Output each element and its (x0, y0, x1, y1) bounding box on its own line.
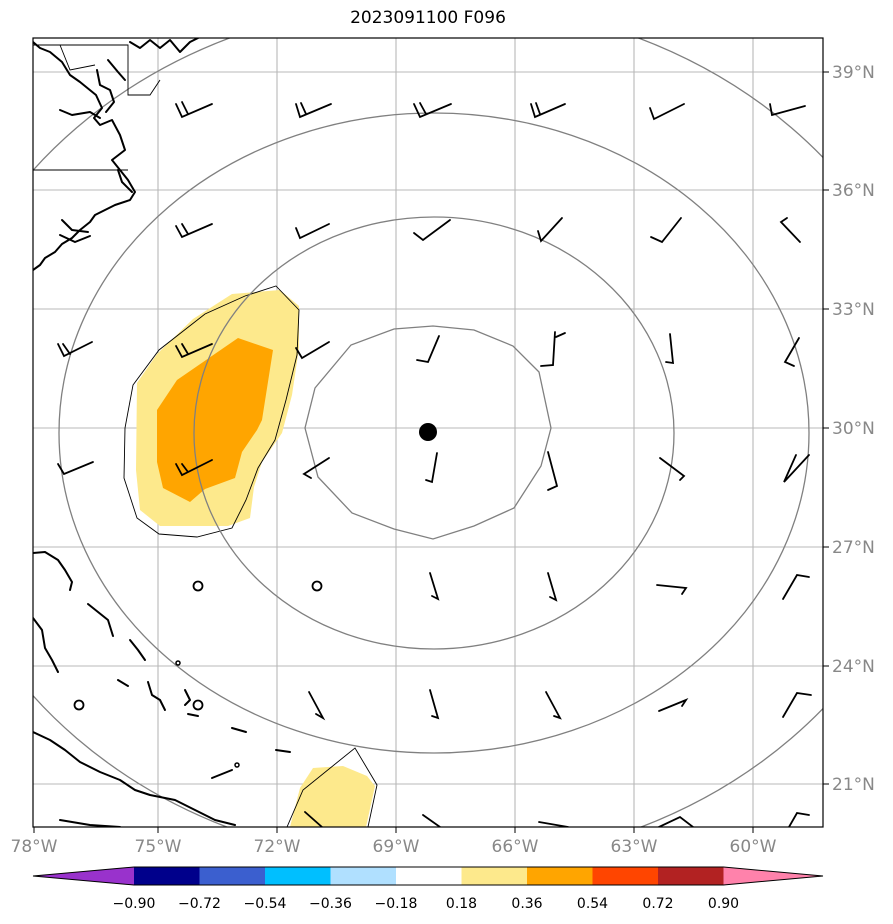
lon-tick-label: 69°W (373, 837, 420, 857)
lon-tick-label: 60°W (730, 837, 777, 857)
colorbar-bin (330, 867, 396, 885)
colorbar-label: −0.54 (244, 896, 287, 912)
lon-tick-label: 72°W (254, 837, 301, 857)
shade-yellow-region-south (290, 766, 375, 827)
colorbar-bin (461, 867, 527, 885)
colorbar-label: 0.72 (642, 896, 673, 912)
colorbar-bin (134, 867, 200, 885)
lat-tick-label: 21°N (832, 775, 875, 795)
lon-tick-label: 66°W (492, 837, 539, 857)
lat-tick-label: 24°N (832, 657, 875, 677)
plot-title: 2023091100 F096 (350, 8, 506, 28)
colorbar-label: 0.90 (708, 896, 739, 912)
colorbar (32, 866, 824, 886)
state-borders (33, 44, 161, 171)
lat-tick-label: 33°N (832, 300, 875, 320)
colorbar-bin (658, 867, 724, 885)
lon-tick-label: 75°W (135, 837, 182, 857)
storm-center-marker (419, 423, 437, 441)
colorbar-bin (527, 867, 593, 885)
shade-orange-region (157, 338, 273, 502)
coastlines (33, 38, 291, 827)
lat-tick-label: 36°N (832, 181, 875, 201)
lat-tick-label: 30°N (832, 419, 875, 439)
colorbar-bin (265, 867, 331, 885)
range-rings (33, 38, 823, 827)
colorbar-extend-low (33, 867, 134, 885)
colorbar-extend-high (723, 867, 823, 885)
colorbar-label: −0.18 (375, 896, 418, 912)
colorbar-label: −0.72 (178, 896, 221, 912)
lon-tick-label: 63°W (611, 837, 658, 857)
colorbar-label: 0.54 (577, 896, 608, 912)
tick-marks (33, 71, 829, 833)
contour-outline-south (286, 747, 378, 827)
colorbar-label: −0.36 (309, 896, 352, 912)
lat-tick-label: 27°N (832, 538, 875, 558)
colorbar-bin (592, 867, 658, 885)
colorbar-label: 0.36 (511, 896, 542, 912)
lat-tick-label: 39°N (832, 63, 875, 83)
colorbar-label: 0.18 (446, 896, 477, 912)
colorbar-bin (199, 867, 265, 885)
wind-barbs (57, 101, 812, 827)
colorbar-bin (396, 867, 462, 885)
lon-tick-labels: 78°W 75°W 72°W 69°W 66°W 63°W 60°W (11, 837, 777, 857)
lon-tick-label: 78°W (11, 837, 58, 857)
contour-outline (123, 285, 300, 538)
colorbar-labels: −0.90 −0.72 −0.54 −0.36 −0.18 0.18 0.36 … (113, 896, 740, 912)
map-frame (32, 37, 824, 828)
shading-field (123, 285, 378, 827)
colorbar-label: −0.90 (113, 896, 156, 912)
lat-tick-labels: 39°N 36°N 33°N 30°N 27°N 24°N 21°N (832, 63, 875, 795)
